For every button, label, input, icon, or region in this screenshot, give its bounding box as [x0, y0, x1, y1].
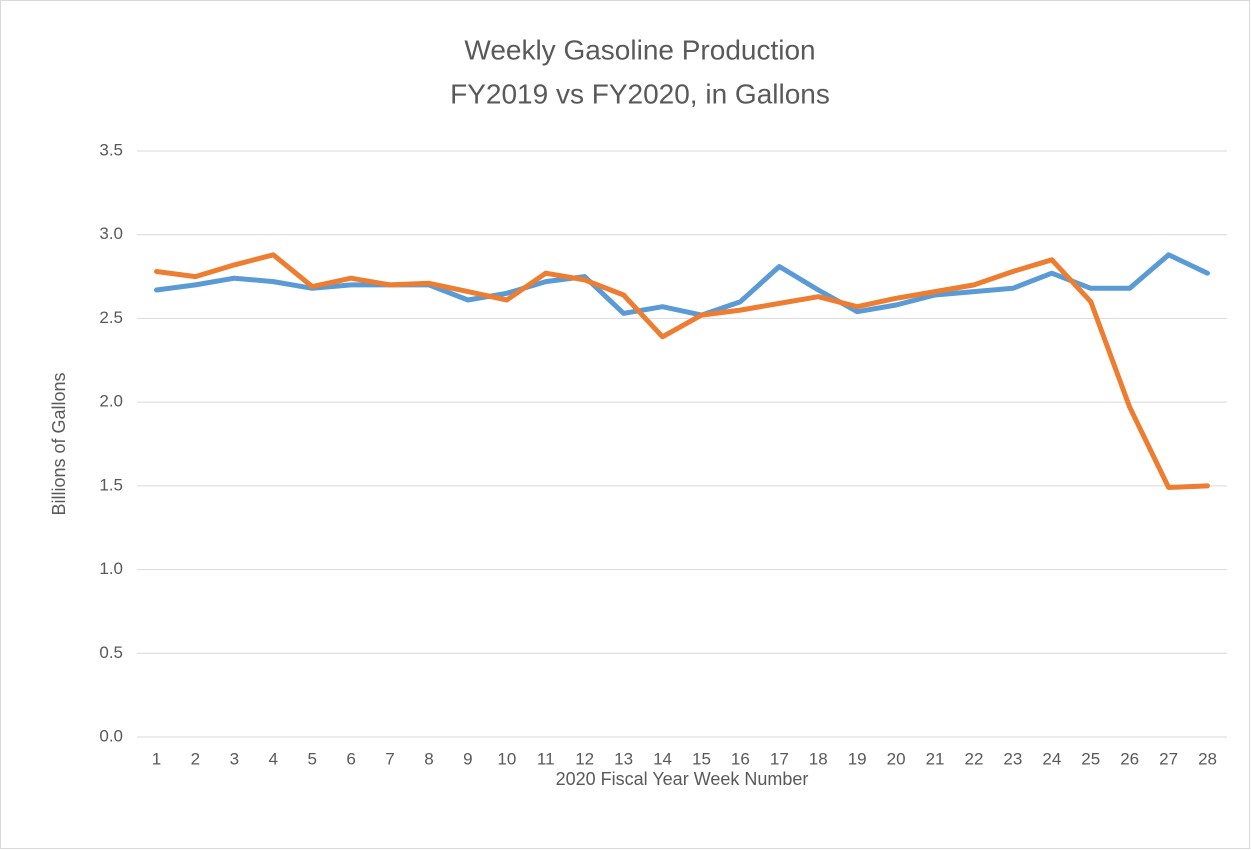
x-tick-label: 3 [230, 749, 239, 768]
x-tick-label: 13 [614, 749, 633, 768]
x-tick-label: 18 [809, 749, 828, 768]
x-tick-label: 6 [346, 749, 355, 768]
x-tick-label: 9 [463, 749, 472, 768]
y-tick-label: 1.0 [99, 559, 123, 578]
x-tick-label: 28 [1198, 749, 1217, 768]
x-tick-label: 21 [926, 749, 945, 768]
x-tick-label: 16 [731, 749, 750, 768]
series-line [154, 252, 1210, 318]
series-line [154, 252, 1210, 490]
x-tick-label: 27 [1159, 749, 1178, 768]
x-tick-label: 11 [537, 749, 555, 768]
x-tick-label: 17 [770, 749, 789, 768]
x-tick-label: 10 [497, 749, 516, 768]
y-tick-label: 1.5 [99, 475, 123, 494]
y-axis-label: Billions of Gallons [49, 372, 69, 515]
chart-title: Weekly Gasoline Production [464, 34, 815, 65]
x-tick-label: 15 [692, 749, 711, 768]
x-tick-label: 14 [653, 749, 672, 768]
y-tick-label: 3.5 [99, 140, 123, 159]
x-tick-label: 25 [1081, 749, 1100, 768]
x-tick-label: 26 [1120, 749, 1139, 768]
x-tick-label: 24 [1042, 749, 1061, 768]
chart-subtitle: FY2019 vs FY2020, in Gallons [450, 78, 830, 109]
x-tick-label: 2 [191, 749, 200, 768]
y-tick-label: 3.0 [99, 224, 123, 243]
x-tick-label: 5 [307, 749, 316, 768]
y-tick-label: 2.5 [99, 308, 123, 327]
y-tick-label: 0.0 [99, 726, 123, 745]
x-tick-label: 8 [424, 749, 433, 768]
x-tick-label: 7 [385, 749, 394, 768]
x-tick-label: 4 [269, 749, 278, 768]
x-tick-label: 1 [152, 749, 161, 768]
y-tick-label: 2.0 [99, 392, 123, 411]
x-tick-label: 23 [1003, 749, 1022, 768]
y-tick-label: 0.5 [99, 643, 123, 662]
x-tick-label: 19 [848, 749, 867, 768]
x-tick-label: 22 [965, 749, 984, 768]
x-axis-label: 2020 Fiscal Year Week Number [556, 769, 809, 789]
x-tick-label: 20 [887, 749, 906, 768]
x-tick-label: 12 [575, 749, 594, 768]
